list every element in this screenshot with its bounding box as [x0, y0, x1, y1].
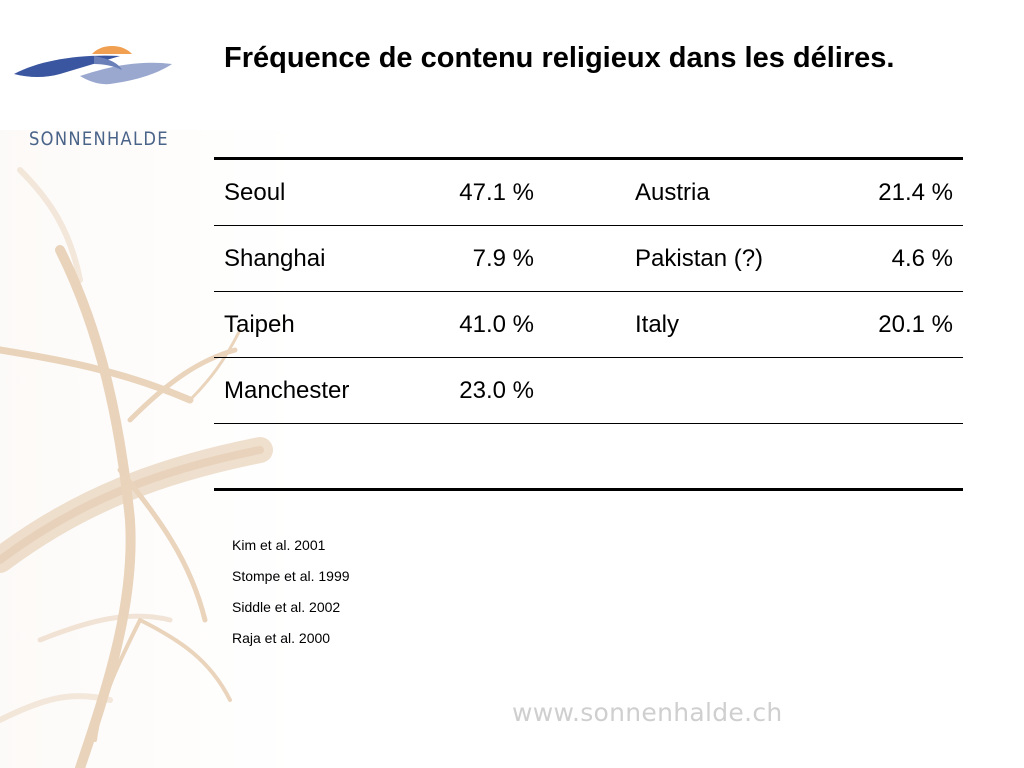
references-list: Kim et al. 2001 Stompe et al. 1999 Siddl…: [232, 534, 350, 658]
cell-place: Shanghai: [224, 245, 326, 272]
cell-value: 7.9 %: [472, 245, 534, 272]
cell-place: Austria: [635, 179, 710, 206]
cell-value: [814, 358, 953, 423]
table-row: Shanghai 7.9 % Pakistan (?) 4.6 %: [214, 226, 963, 292]
cell-value: 47.1 %: [459, 179, 534, 206]
table-top-rule: [214, 157, 963, 160]
cell-value: 4.6 %: [891, 245, 953, 272]
cell-place: Manchester: [224, 377, 350, 404]
cell-place: Seoul: [224, 179, 286, 206]
reference-item: Stompe et al. 1999: [232, 568, 350, 584]
table-row: Taipeh 41.0 % Italy 20.1 %: [214, 292, 963, 358]
table-row: Seoul 47.1 % Austria 21.4 %: [214, 160, 963, 226]
reference-item: Kim et al. 2001: [232, 537, 326, 553]
footer-website: www.sonnenhalde.ch: [512, 698, 783, 727]
results-table: Seoul 47.1 % Austria 21.4 % Shanghai 7.9…: [214, 157, 963, 491]
cell-value: 41.0 %: [459, 311, 534, 338]
cell-value: 20.1 %: [878, 311, 953, 338]
cell-place: Pakistan (?): [635, 245, 764, 272]
slide-title: Fréquence de contenu religieux dans les …: [224, 42, 895, 74]
table-row: Manchester 23.0 %: [214, 358, 963, 424]
cell-place: Taipeh: [224, 311, 295, 338]
cell-place: Italy: [635, 311, 680, 338]
table-row-empty: [214, 424, 963, 488]
cell-value: 23.0 %: [459, 377, 534, 404]
reference-item: Raja et al. 2000: [232, 630, 331, 646]
sonnenhalde-logo: SONNENHALDE: [10, 36, 180, 150]
table-bottom-rule: [214, 488, 963, 491]
logo-mark-icon: [14, 45, 172, 85]
logo-wordmark: SONNENHALDE: [29, 128, 169, 150]
reference-item: Siddle et al. 2002: [232, 599, 341, 615]
cell-value: 21.4 %: [878, 179, 953, 206]
